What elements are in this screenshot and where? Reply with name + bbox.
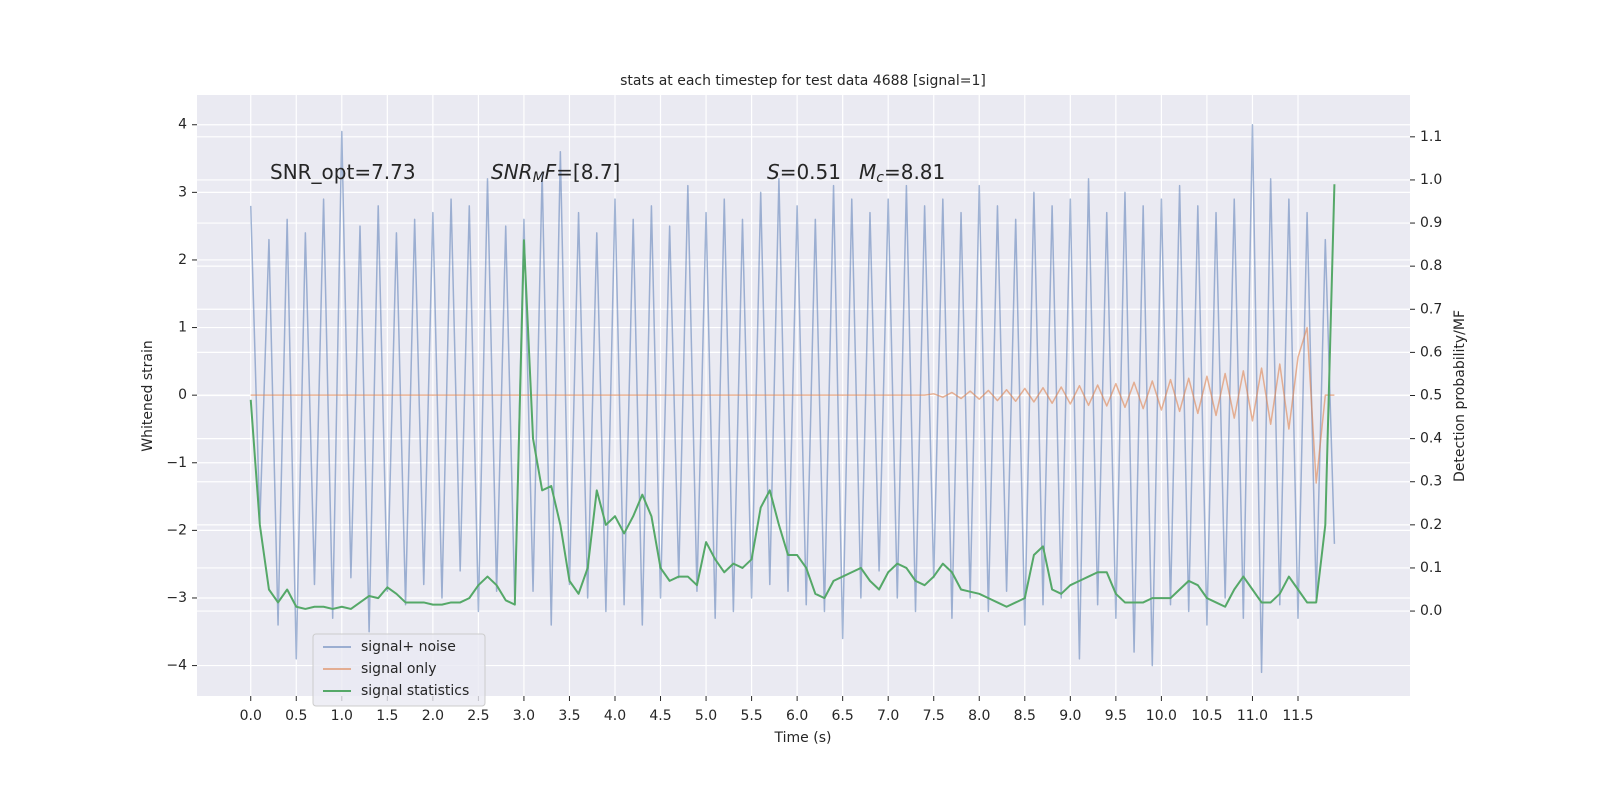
- annotation-part: c: [876, 170, 884, 186]
- y-tick-label: −4: [166, 658, 187, 674]
- y-tick-label: −1: [166, 455, 187, 471]
- x-tick-label: 11.5: [1282, 708, 1313, 724]
- annotation: Mc=8.81: [859, 160, 945, 187]
- x-tick-label: 6.5: [832, 708, 854, 724]
- x-tick-label: 6.0: [786, 708, 808, 724]
- annotation-part: =0.51: [780, 160, 841, 184]
- y2-tick-label: 1.1: [1420, 129, 1442, 145]
- x-axis-label: Time (s): [774, 730, 832, 746]
- y2-axis-label: Detection probability/MF: [1452, 310, 1468, 482]
- legend: signal+ noise signal only signal statistic…: [312, 633, 486, 707]
- y2-tick-label: 0.8: [1420, 258, 1442, 274]
- x-tick-label: 1.0: [331, 708, 353, 724]
- annotation: S=0.51: [767, 160, 841, 184]
- y2-tick-label: 0.9: [1420, 215, 1442, 231]
- x-tick-label: 11.0: [1237, 708, 1268, 724]
- x-tick-label: 10.0: [1146, 708, 1177, 724]
- x-tick-label: 3.0: [513, 708, 535, 724]
- x-tick-label: 10.5: [1191, 708, 1222, 724]
- annotation-part: SNR: [491, 160, 533, 184]
- x-tick-label: 5.0: [695, 708, 717, 724]
- y2-tick-label: 0.5: [1420, 388, 1442, 404]
- x-tick-label: 7.5: [923, 708, 945, 724]
- y2-tick-label: 0.6: [1420, 344, 1442, 360]
- annotation: SNRMF=[8.7]: [491, 160, 620, 187]
- annotation-part: M: [859, 160, 876, 184]
- chart-title: stats at each timestep for test data 468…: [620, 73, 986, 89]
- annotation-part: S: [767, 160, 780, 184]
- x-tick-label: 4.5: [649, 708, 671, 724]
- legend-label: signal statistics: [361, 683, 469, 699]
- annotation-part: =8.81: [884, 160, 945, 184]
- legend-label: signal+ noise: [361, 639, 456, 655]
- y2-tick-label: 1.0: [1420, 172, 1442, 188]
- series-line: [249, 123, 1336, 674]
- x-tick-label: 4.0: [604, 708, 626, 724]
- y2-tick-label: 0.4: [1420, 431, 1442, 447]
- y-tick-label: 1: [178, 320, 187, 336]
- y2-tick-label: 0.0: [1420, 603, 1442, 619]
- y-tick-label: 3: [178, 184, 187, 200]
- y-axis-label: Whitened strain: [140, 340, 156, 451]
- x-tick-label: 0.5: [285, 708, 307, 724]
- annotation-part: M: [533, 170, 545, 186]
- x-tick-label: 3.5: [558, 708, 580, 724]
- y-tick-label: 0: [178, 387, 187, 403]
- x-tick-label: 2.5: [467, 708, 489, 724]
- x-tick-label: 5.5: [740, 708, 762, 724]
- legend-box: [312, 633, 486, 707]
- x-tick-label: 1.5: [376, 708, 398, 724]
- x-tick-label: 9.0: [1059, 708, 1081, 724]
- y-tick-label: 4: [178, 117, 187, 133]
- y-tick-label: 2: [178, 252, 187, 268]
- series-line: [250, 326, 1335, 484]
- series-line: [249, 184, 1336, 610]
- y2-tick-label: 0.2: [1420, 517, 1442, 533]
- x-tick-label: 7.0: [877, 708, 899, 724]
- legend-label: signal only: [361, 661, 436, 677]
- y2-tick-label: 0.3: [1420, 474, 1442, 490]
- annotation-part: F: [545, 160, 557, 184]
- annotation-part: SNR_opt=7.73: [270, 160, 416, 184]
- annotation: SNR_opt=7.73: [270, 160, 416, 184]
- x-tick-label: 9.5: [1105, 708, 1127, 724]
- annotation-part: =[8.7]: [556, 160, 620, 184]
- y2-tick-label: 0.7: [1420, 301, 1442, 317]
- y-tick-label: −3: [166, 590, 187, 606]
- x-tick-label: 8.5: [1014, 708, 1036, 724]
- x-tick-label: 8.0: [968, 708, 990, 724]
- y-tick-label: −2: [166, 522, 187, 538]
- x-tick-label: 0.0: [240, 708, 262, 724]
- y2-tick-label: 0.1: [1420, 560, 1442, 576]
- x-tick-label: 2.0: [422, 708, 444, 724]
